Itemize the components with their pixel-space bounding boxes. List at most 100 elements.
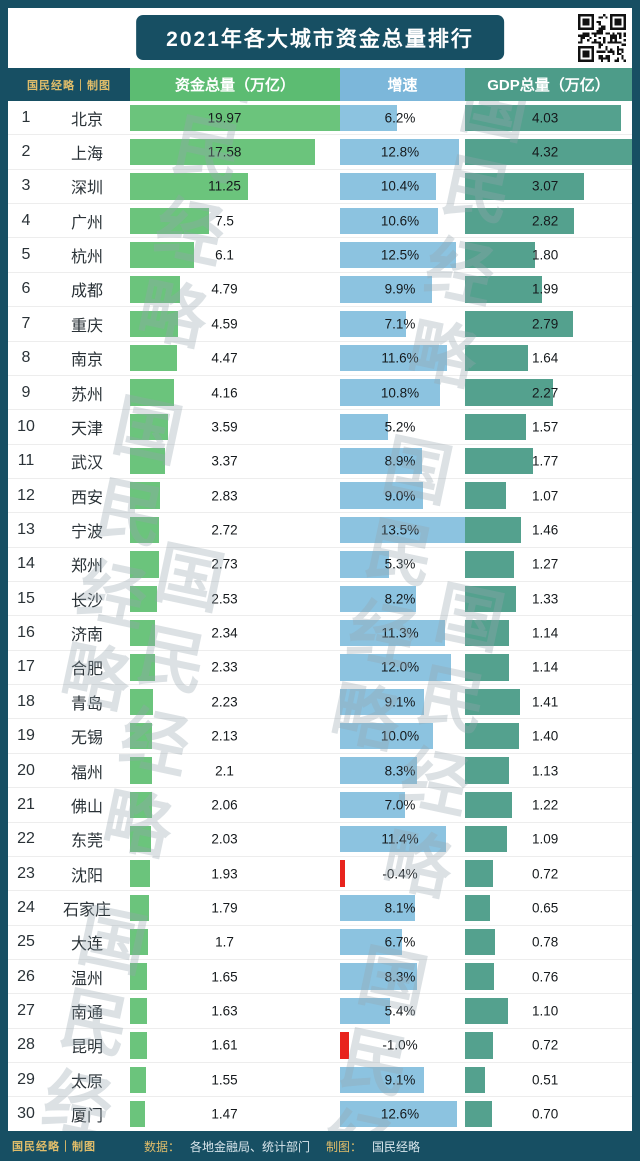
table-row: 19 无锡 2.13 10.0% 1.40 (8, 719, 632, 754)
fund-value: 2.33 (211, 659, 238, 675)
fund-cell: 6.1 (130, 238, 340, 271)
growth-bar (340, 894, 415, 922)
gdp-cell: 1.40 (465, 719, 632, 752)
gdp-bar (465, 276, 542, 303)
growth-cell: 5.2% (340, 410, 465, 443)
growth-cell: 5.3% (340, 548, 465, 581)
fund-value: 2.83 (211, 488, 238, 504)
growth-value: 10.8% (380, 385, 420, 401)
page-title: 2021年各大城市资金总量排行 (166, 27, 474, 51)
gdp-value: 1.33 (532, 591, 559, 607)
rank-number: 28 (17, 1036, 35, 1054)
growth-cell: 5.4% (340, 994, 465, 1027)
title-area: 2021年各大城市资金总量排行 (8, 8, 632, 68)
gdp-bar (465, 551, 515, 578)
growth-cell: 10.6% (340, 204, 465, 237)
fund-cell: 4.59 (130, 307, 340, 340)
gdp-bar (465, 104, 621, 131)
rank-number: 10 (17, 417, 35, 435)
fund-value: 19.97 (207, 110, 242, 126)
growth-cell: 7.1% (340, 307, 465, 340)
title-banner: 2021年各大城市资金总量排行 (136, 15, 504, 60)
city-name: 东莞 (70, 833, 103, 851)
fund-cell: 3.37 (130, 445, 340, 478)
growth-value: 7.1% (384, 316, 416, 332)
rank-number: 3 (21, 177, 31, 195)
gdp-value: 0.76 (532, 969, 559, 985)
city-name: 沈阳 (70, 867, 103, 885)
growth-value: 6.2% (384, 110, 416, 126)
growth-cell: 8.3% (340, 960, 465, 993)
gdp-value: 1.07 (532, 488, 559, 504)
gdp-cell: 0.72 (465, 1029, 632, 1062)
rank-number: 26 (17, 967, 35, 985)
gdp-cell: 1.99 (465, 273, 632, 306)
rank-number: 22 (17, 830, 35, 848)
growth-bar (340, 860, 345, 887)
table-row: 20 福州 2.1 8.3% 1.13 (8, 754, 632, 789)
gdp-bar (465, 310, 573, 338)
gdp-value: 0.65 (532, 900, 559, 916)
growth-bar (340, 310, 406, 338)
table-row: 17 合肥 2.33 12.0% 1.14 (8, 651, 632, 686)
growth-bar (340, 722, 433, 750)
city-name: 太原 (70, 1073, 103, 1091)
rank-number: 13 (17, 520, 35, 538)
gdp-value: 0.72 (532, 1037, 559, 1053)
gdp-cell: 4.32 (465, 135, 632, 168)
fund-bar (130, 1100, 146, 1128)
city-name: 郑州 (70, 558, 103, 576)
growth-bar (340, 448, 423, 475)
gdp-value: 4.03 (532, 110, 559, 126)
growth-cell: 10.4% (340, 170, 465, 203)
fund-cell: 2.1 (130, 754, 340, 787)
gdp-cell: 0.72 (465, 857, 632, 890)
gdp-cell: 1.33 (465, 582, 632, 615)
table-row: 21 佛山 2.06 7.0% 1.22 (8, 788, 632, 823)
fund-value: 2.1 (215, 763, 234, 778)
growth-value: 8.3% (384, 763, 416, 778)
growth-cell: 12.0% (340, 651, 465, 684)
rank-number: 1 (21, 108, 31, 126)
growth-bar (340, 207, 439, 234)
fund-value: 2.23 (211, 694, 238, 710)
gdp-value: 0.72 (532, 866, 559, 882)
gdp-bar (465, 1100, 493, 1128)
gdp-cell: 0.70 (465, 1097, 632, 1130)
growth-value: -1.0% (382, 1037, 418, 1053)
city-name: 长沙 (70, 592, 103, 610)
growth-value: 6.7% (384, 934, 416, 950)
fund-value: 1.65 (211, 969, 238, 985)
fund-bar (130, 104, 340, 131)
growth-cell: 9.1% (340, 685, 465, 718)
growth-bar (340, 276, 432, 303)
gdp-cell: 1.09 (465, 823, 632, 856)
gdp-cell: 1.07 (465, 479, 632, 512)
table-row: 3 深圳 11.25 10.4% 3.07 (8, 170, 632, 205)
gdp-bar (465, 757, 509, 784)
table-row: 24 石家庄 1.79 8.1% 0.65 (8, 891, 632, 926)
fund-value: 6.1 (215, 247, 234, 263)
growth-cell: 11.4% (340, 823, 465, 856)
growth-value: 11.3% (381, 625, 419, 641)
fund-cell: 1.93 (130, 857, 340, 890)
table-row: 26 温州 1.65 8.3% 0.76 (8, 960, 632, 995)
growth-cell: 9.1% (340, 1063, 465, 1096)
fund-bar (130, 310, 179, 338)
header-gdp-column: GDP总量（万亿） (465, 68, 632, 101)
city-name: 杭州 (70, 249, 103, 267)
fund-cell: 11.25 (130, 170, 340, 203)
gdp-bar (465, 860, 493, 887)
gdp-value: 1.40 (532, 728, 559, 744)
rank-number: 2 (21, 143, 31, 161)
fund-bar (130, 722, 153, 750)
fund-bar (130, 173, 249, 200)
growth-bar (340, 1100, 457, 1128)
growth-value: 8.1% (384, 900, 416, 916)
city-name: 广州 (70, 214, 103, 232)
table-row: 7 重庆 4.59 7.1% 2.79 (8, 307, 632, 342)
gdp-bar (465, 929, 496, 956)
gdp-cell: 1.46 (465, 513, 632, 546)
gdp-cell: 0.51 (465, 1063, 632, 1096)
gdp-bar (465, 791, 513, 819)
